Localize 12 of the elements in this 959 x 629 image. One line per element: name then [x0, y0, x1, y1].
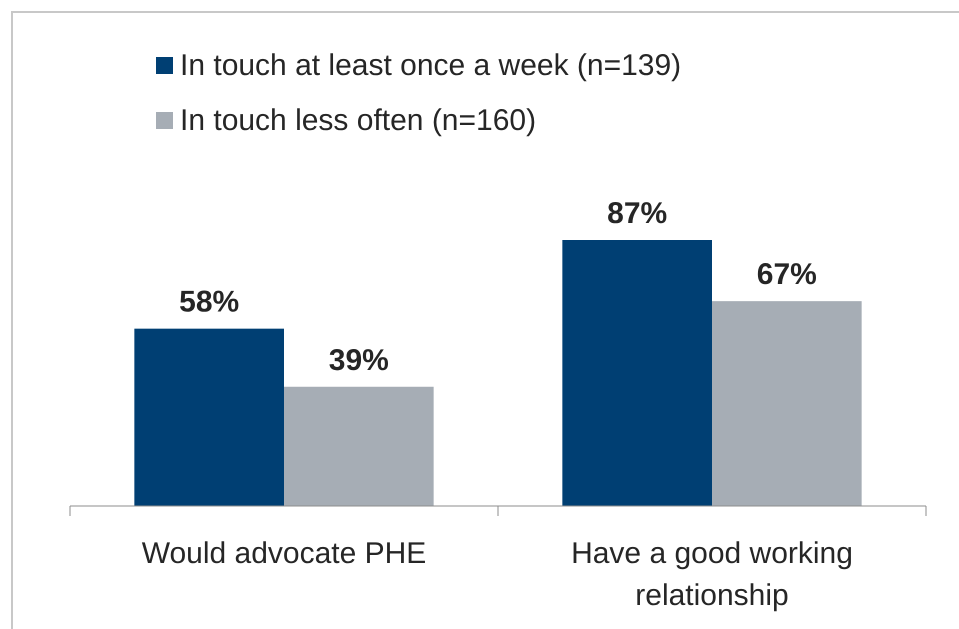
x-tick-label: Would advocate PHE	[142, 537, 426, 570]
bar	[284, 386, 434, 506]
legend-label: In touch at least once a week (n=139)	[180, 49, 682, 82]
bar	[562, 240, 712, 506]
bar	[712, 301, 862, 506]
x-tick-label: Have a good working relationship	[571, 537, 853, 612]
legend-label: In touch less often (n=160)	[180, 104, 536, 137]
data-label: 58%	[179, 286, 240, 319]
data-label: 67%	[756, 258, 817, 292]
data-label: 39%	[328, 344, 389, 377]
bar	[134, 328, 284, 506]
data-label: 87%	[607, 197, 668, 230]
